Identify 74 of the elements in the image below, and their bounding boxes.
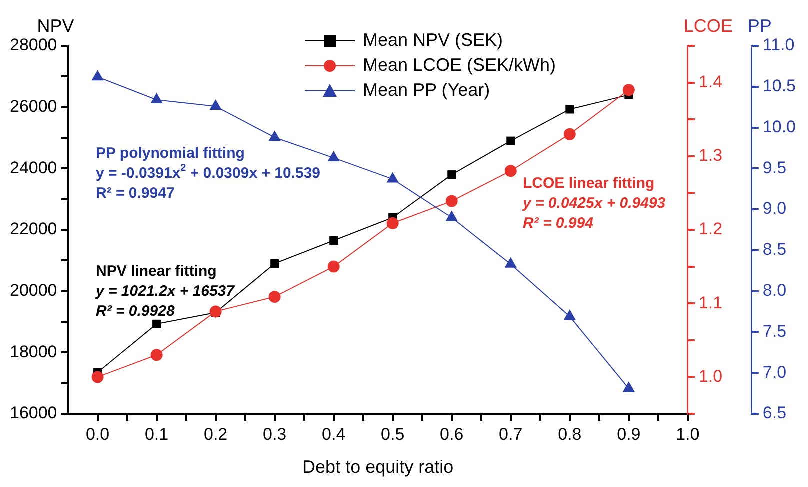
point bbox=[446, 210, 458, 222]
y3-tick-label: 8.0 bbox=[762, 281, 787, 300]
point bbox=[328, 260, 340, 273]
y-tick-label: 16000 bbox=[10, 404, 58, 423]
y2-axis-title: LCOE bbox=[684, 16, 733, 36]
legend-label: Mean NPV (SEK) bbox=[363, 30, 504, 50]
point bbox=[448, 170, 456, 180]
x-tick-label: 0.9 bbox=[617, 424, 641, 444]
y-tick-label: 28000 bbox=[10, 36, 58, 55]
point bbox=[150, 92, 163, 104]
point bbox=[210, 306, 222, 318]
point bbox=[622, 382, 635, 392]
y-tick-label: 24000 bbox=[10, 158, 58, 178]
annotation: LCOE linear fitting bbox=[523, 175, 655, 192]
y-tick-label: 20000 bbox=[10, 281, 58, 300]
point bbox=[152, 320, 162, 328]
annotation: NPV linear fitting bbox=[96, 263, 217, 280]
annotation: y = 1021.2x + 16537 bbox=[95, 283, 236, 300]
point bbox=[92, 70, 104, 81]
y-tick-label: 18000 bbox=[10, 342, 58, 362]
annotation: R² = 0.9947 bbox=[96, 185, 175, 202]
annotation: y = 0.0425x + 0.9493 bbox=[522, 195, 666, 212]
point bbox=[268, 130, 281, 142]
point bbox=[92, 371, 104, 384]
point bbox=[330, 236, 338, 245]
point bbox=[504, 257, 517, 268]
y3-axis-title: PP bbox=[748, 16, 772, 36]
x-tick-label: 0.7 bbox=[499, 424, 523, 444]
y3-tick-label: 10.0 bbox=[762, 117, 796, 136]
point bbox=[210, 100, 222, 110]
x-tick-label: 0.6 bbox=[440, 424, 464, 444]
annotation: R² = 0.9928 bbox=[96, 303, 176, 320]
legend-label: Mean LCOE (SEK/kWh) bbox=[363, 54, 556, 75]
point bbox=[446, 195, 458, 208]
y3-tick-label: 7.5 bbox=[762, 322, 787, 341]
point bbox=[268, 290, 281, 303]
y3-tick-label: 9.0 bbox=[762, 199, 787, 218]
y3-tick-label: 8.5 bbox=[762, 240, 787, 260]
point bbox=[564, 128, 576, 140]
y2-tick-label: 1.3 bbox=[698, 146, 723, 166]
y-tick-label: 26000 bbox=[10, 97, 58, 116]
point bbox=[566, 105, 574, 114]
point bbox=[504, 165, 517, 178]
x-tick-label: 0.4 bbox=[322, 424, 346, 444]
y2-tick-label: 1.0 bbox=[698, 366, 723, 386]
point bbox=[386, 217, 399, 230]
y2-tick-label: 1.4 bbox=[698, 72, 723, 92]
point bbox=[506, 136, 516, 146]
point bbox=[150, 349, 163, 362]
annotation: PP polynomial fitting bbox=[96, 145, 245, 162]
x-tick-label: 0.2 bbox=[204, 424, 228, 444]
x-tick-label: 0.3 bbox=[263, 424, 287, 444]
y-tick-label: 22000 bbox=[10, 220, 58, 239]
y2-tick-label: 1.1 bbox=[698, 293, 723, 312]
point bbox=[622, 84, 635, 96]
legend-label: Mean PP (Year) bbox=[363, 80, 490, 100]
y3-tick-label: 7.0 bbox=[762, 362, 787, 382]
x-tick-label: 0.1 bbox=[144, 424, 169, 444]
annotation: R² = 0.994 bbox=[523, 215, 594, 232]
y3-tick-label: 6.5 bbox=[762, 404, 787, 423]
y3-tick-label: 10.5 bbox=[762, 76, 796, 96]
x-axis-title: Debt to equity ratio bbox=[302, 457, 454, 478]
x-tick-label: 0.8 bbox=[558, 424, 582, 444]
point bbox=[270, 259, 280, 268]
x-tick-label: 0.0 bbox=[86, 424, 110, 444]
x-tick-label: 0.5 bbox=[381, 424, 405, 444]
y3-tick-label: 11.0 bbox=[762, 36, 795, 55]
x-tick-label: 1.0 bbox=[676, 424, 700, 444]
y2-tick-label: 1.2 bbox=[698, 220, 723, 239]
point bbox=[564, 310, 576, 320]
y3-tick-label: 9.5 bbox=[762, 158, 787, 178]
point bbox=[386, 172, 399, 183]
y-axis-title: NPV bbox=[37, 16, 74, 36]
point bbox=[328, 151, 340, 162]
